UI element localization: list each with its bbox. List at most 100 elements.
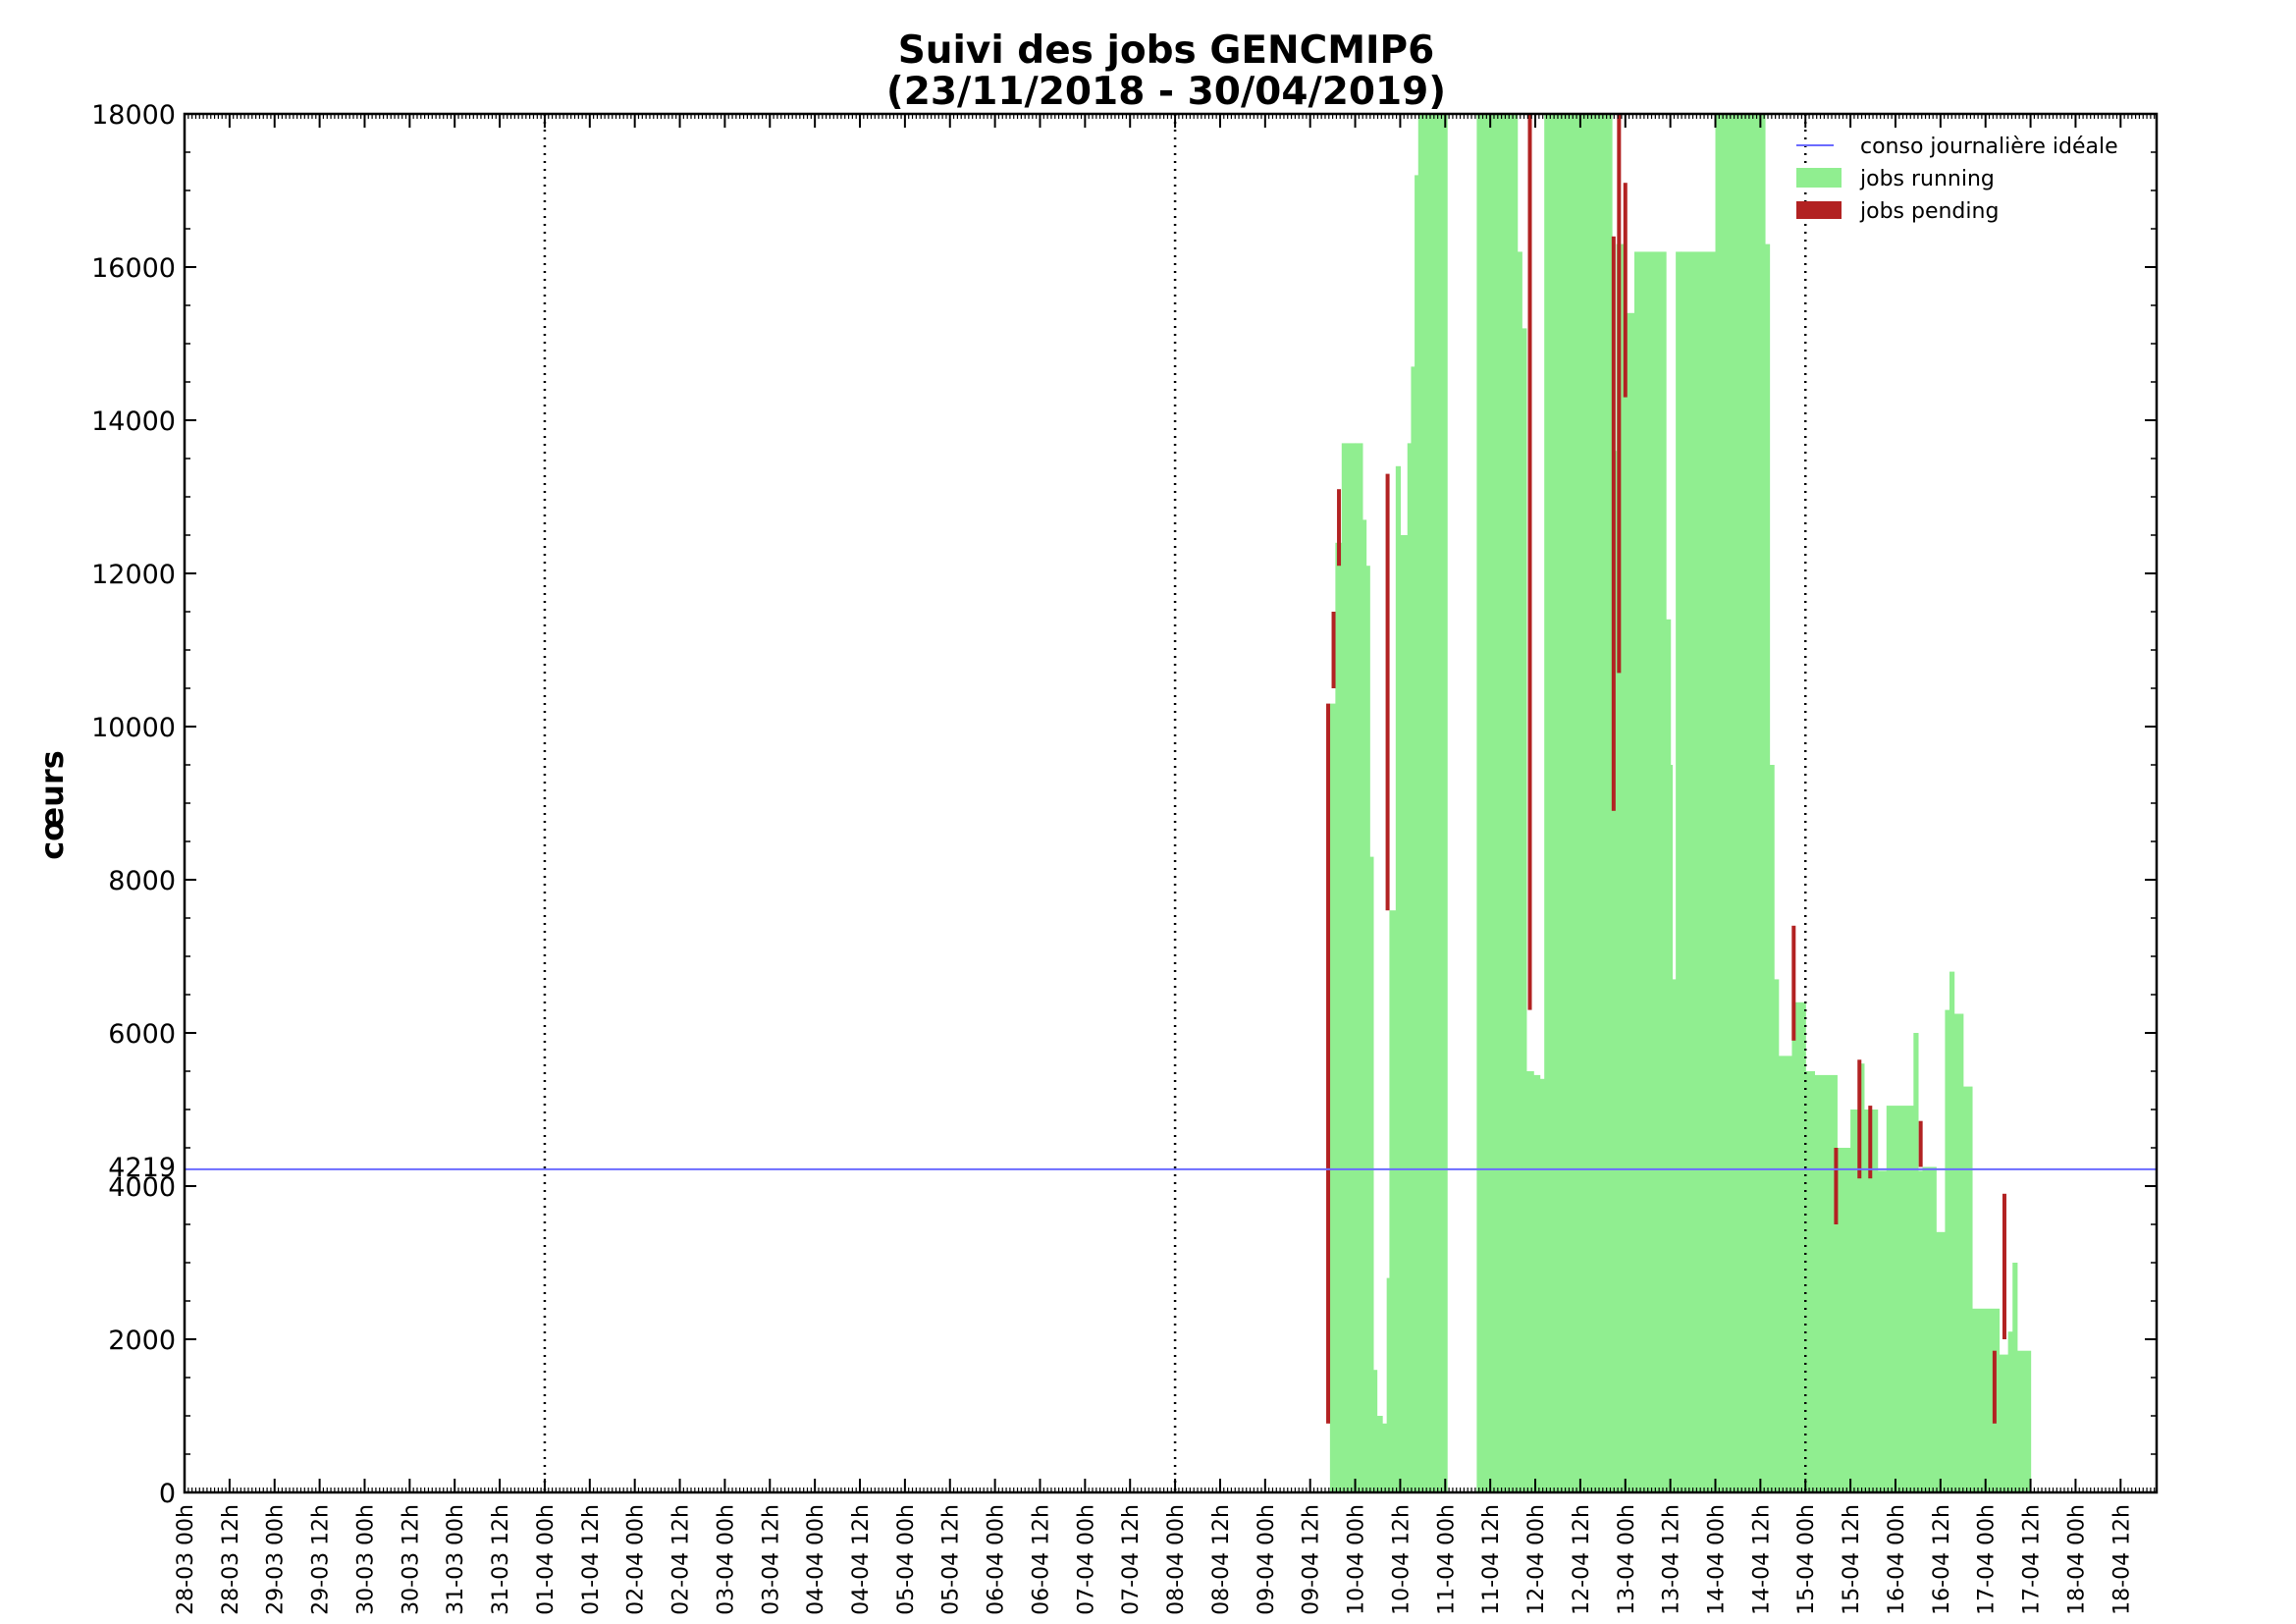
- y-tick-label: 0: [159, 1479, 176, 1509]
- running-bar: [1936, 1231, 1947, 1492]
- x-tick-label: 06-04 12h: [1030, 1504, 1054, 1615]
- x-tick-label: 10-04 12h: [1389, 1504, 1414, 1615]
- running-bar: [1953, 1013, 1964, 1492]
- running-bar: [1400, 535, 1409, 1492]
- running-bar: [1539, 1078, 1545, 1492]
- running-bar: [1386, 1277, 1391, 1492]
- y-tick-label: 12000: [91, 560, 176, 590]
- x-tick-label: 16-04 12h: [1930, 1504, 1954, 1615]
- running-bar: [1329, 703, 1336, 1492]
- running-bar: [1525, 1071, 1534, 1492]
- y-tick-label: 6000: [108, 1019, 176, 1050]
- running-bar: [1814, 1074, 1838, 1492]
- x-tick-label: 17-04 12h: [2020, 1504, 2045, 1615]
- legend: conso journalière idéale jobs running jo…: [1796, 135, 2118, 224]
- x-tick-label: 13-04 12h: [1660, 1504, 1684, 1615]
- pending-series: [1326, 114, 2006, 1424]
- running-bar: [1415, 175, 1419, 1492]
- pending-bar: [1326, 703, 1331, 1424]
- x-tick-label: 08-04 12h: [1209, 1504, 1234, 1615]
- running-bar: [1962, 1086, 1973, 1492]
- running-bar: [1886, 1106, 1914, 1492]
- running-bar: [1774, 979, 1780, 1492]
- x-tick-label: 30-03 12h: [399, 1504, 423, 1615]
- pending-bar: [1527, 114, 1532, 1010]
- running-bar: [1863, 1110, 1879, 1492]
- running-bar: [1533, 1074, 1541, 1492]
- x-tick-label: 29-03 12h: [309, 1504, 334, 1615]
- chart-title: Suivi des jobs GENCMIP6: [898, 28, 1435, 73]
- y-tick-label: 16000: [91, 253, 176, 284]
- running-bar: [1681, 251, 1717, 1492]
- x-tick-label: 14-04 12h: [1749, 1504, 1774, 1615]
- y-tick-label: 2000: [108, 1326, 176, 1356]
- running-bar: [1544, 114, 1613, 1492]
- running-bar: [1805, 1071, 1815, 1492]
- pending-bar: [1617, 114, 1622, 674]
- x-tick-label: 02-04 00h: [624, 1504, 649, 1615]
- y-tick-label: 4000: [108, 1172, 176, 1203]
- x-tick-label: 05-04 12h: [939, 1504, 964, 1615]
- x-tick-label: 05-04 00h: [894, 1504, 919, 1615]
- x-tick-label: 29-03 00h: [264, 1504, 289, 1615]
- running-bar: [1395, 465, 1402, 1492]
- running-bar: [1837, 1148, 1851, 1492]
- running-bar: [1369, 856, 1374, 1492]
- x-tick-label: 01-04 00h: [534, 1504, 559, 1615]
- running-bar: [1382, 1423, 1388, 1492]
- x-axis: 28-03 00h 28-03 12h 29-03 00h 29-03 12h 30-0…: [174, 114, 2156, 1615]
- running-bar: [1372, 1370, 1378, 1492]
- x-tick-label: 04-04 00h: [804, 1504, 828, 1615]
- running-bar: [1778, 1056, 1793, 1492]
- running-bar: [1672, 979, 1677, 1492]
- running-bar: [2007, 1331, 2013, 1492]
- legend-running-swatch: [1796, 168, 1842, 188]
- running-bar: [2012, 1263, 2018, 1492]
- x-tick-label: 06-04 00h: [985, 1504, 1009, 1615]
- x-tick-label: 13-04 00h: [1615, 1504, 1639, 1615]
- x-tick-label: 18-04 00h: [2064, 1504, 2089, 1615]
- x-tick-label: 11-04 00h: [1434, 1504, 1459, 1615]
- pending-bar: [1623, 183, 1628, 398]
- running-bar: [1670, 765, 1674, 1492]
- x-tick-label: 03-04 12h: [759, 1504, 783, 1615]
- x-tick-label: 02-04 12h: [669, 1504, 694, 1615]
- running-bar: [1877, 1170, 1888, 1492]
- pending-bar: [1791, 925, 1796, 1041]
- running-bar: [1917, 1170, 1924, 1492]
- x-tick-label: 14-04 00h: [1705, 1504, 1730, 1615]
- x-tick-label: 30-03 00h: [354, 1504, 379, 1615]
- running-bar: [1445, 114, 1448, 1492]
- running-bar: [1945, 1009, 1950, 1492]
- legend-running-label: jobs running: [1859, 167, 1995, 191]
- x-tick-label: 28-03 00h: [174, 1504, 198, 1615]
- chart-subtitle: (23/11/2018 - 30/04/2019): [886, 70, 1446, 114]
- x-tick-label: 28-03 12h: [219, 1504, 243, 1615]
- pending-bar: [1834, 1148, 1839, 1224]
- running-bar: [1625, 312, 1635, 1492]
- running-bar: [1676, 251, 1682, 1492]
- y-tick-label: 10000: [91, 713, 176, 743]
- x-tick-label: 12-04 00h: [1524, 1504, 1549, 1615]
- running-bar: [1913, 1033, 1919, 1492]
- running-bar: [1341, 443, 1357, 1492]
- x-tick-label: 07-04 12h: [1119, 1504, 1144, 1615]
- running-bar: [1764, 244, 1771, 1493]
- running-series: [1329, 114, 2032, 1493]
- running-bar: [1949, 971, 1955, 1492]
- legend-pending-label: jobs pending: [1859, 199, 1999, 224]
- pending-bar: [1918, 1120, 1923, 1167]
- pending-bar: [1611, 236, 1616, 811]
- legend-ideal-label: conso journalière idéale: [1860, 135, 2118, 159]
- legend-pending-swatch: [1796, 201, 1842, 219]
- running-bar: [1335, 542, 1343, 1492]
- running-bar: [1859, 1063, 1865, 1492]
- running-bar: [1616, 244, 1627, 1493]
- running-bar: [1376, 1416, 1383, 1492]
- pending-bar: [1992, 1350, 1997, 1424]
- running-bar: [1633, 251, 1667, 1492]
- x-tick-label: 09-04 12h: [1300, 1504, 1324, 1615]
- pending-bar: [1337, 489, 1342, 567]
- pending-bar: [2002, 1193, 2006, 1339]
